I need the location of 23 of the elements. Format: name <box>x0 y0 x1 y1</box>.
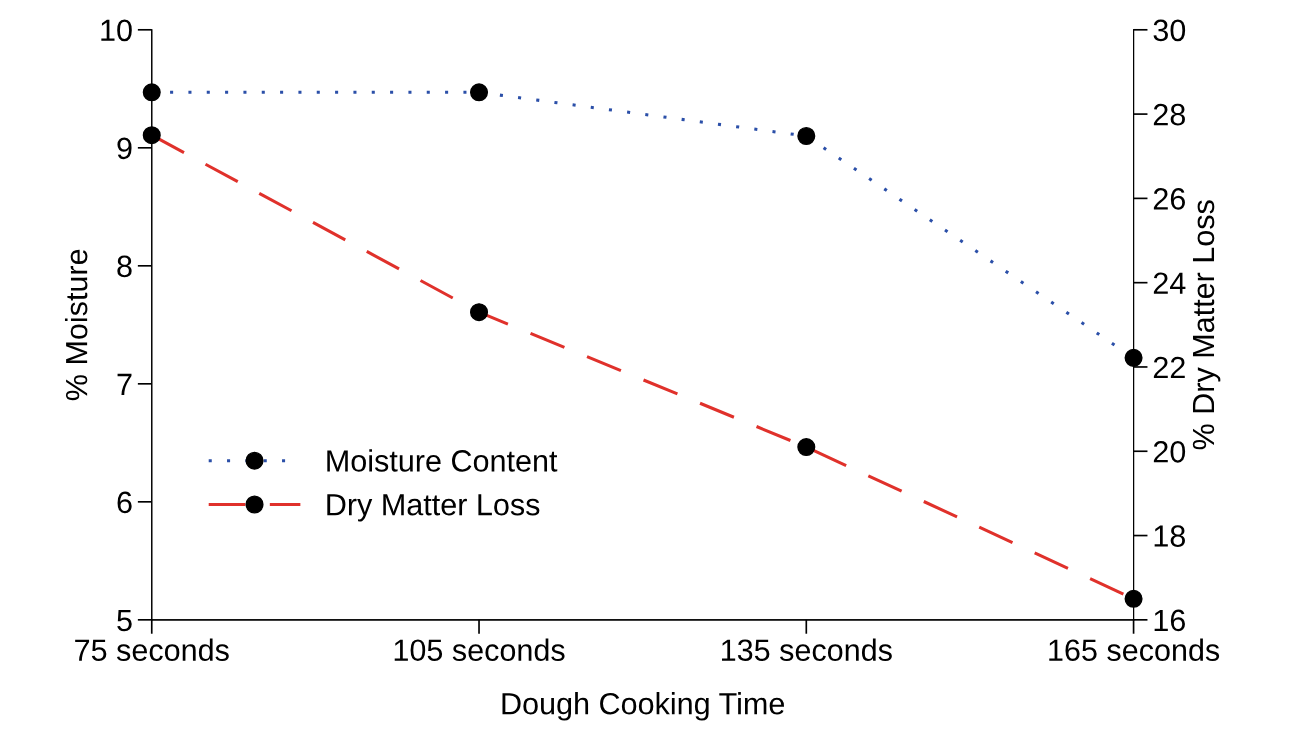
legend-label: Moisture Content <box>327 449 558 472</box>
y2-tick-label: 20 <box>1153 440 1186 463</box>
y-tick-label: 9 <box>117 137 132 160</box>
y2-tick-label: 24 <box>1153 272 1186 294</box>
y2-tick-label: 16 <box>1154 609 1185 632</box>
y2-axis-title: % Dry Matter Loss <box>1192 200 1221 450</box>
legend-label: Dry Matter Loss <box>327 494 540 522</box>
x-tick-label: 135 seconds <box>722 638 892 662</box>
y-tick-label: 5 <box>117 609 132 632</box>
y2-tick-label: 30 <box>1153 19 1186 42</box>
y2-tick-label: 18 <box>1154 525 1185 547</box>
x-tick-label: 105 seconds <box>394 638 565 662</box>
x-tick-label: 165 seconds <box>1049 638 1220 662</box>
y-axis-title: % Moisture <box>64 249 88 401</box>
y-tick-label: 6 <box>117 491 132 514</box>
y-tick-label: 8 <box>117 255 132 278</box>
y-tick-label: 10 <box>101 19 132 42</box>
y2-tick-label: 22 <box>1153 356 1185 379</box>
x-tick-label: 75 seconds <box>75 638 229 662</box>
y2-tick-label: 26 <box>1153 188 1185 210</box>
x-axis-title: Dough Cooking Time <box>502 692 784 721</box>
y2-tick-label: 28 <box>1153 103 1185 126</box>
y-tick-label: 7 <box>117 373 132 395</box>
